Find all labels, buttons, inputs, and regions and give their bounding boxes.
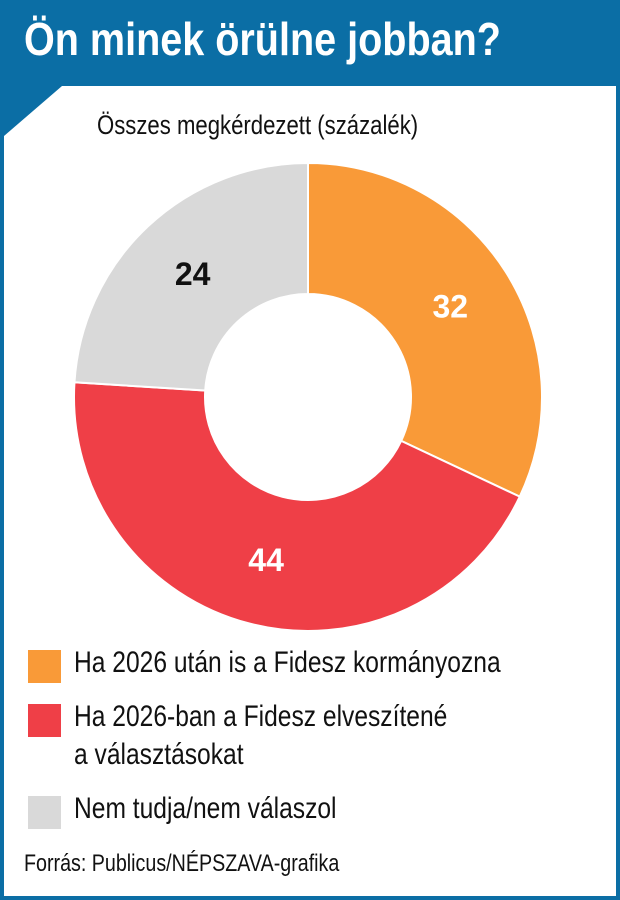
legend-swatch-orange xyxy=(28,650,61,683)
slice-value-label: 32 xyxy=(432,289,468,325)
chart-subtitle: Összes megkérdezett (százalék) xyxy=(97,110,419,140)
slice-value-label: 24 xyxy=(175,256,211,292)
legend-label-line1: Ha 2026-ban a Fidesz elveszítené xyxy=(74,700,448,733)
header-tab xyxy=(4,86,62,136)
legend-label: Ha 2026 után is a Fidesz kormányozna xyxy=(74,646,501,679)
legend-swatch-red xyxy=(28,704,61,737)
legend-label-line2: a választásokat xyxy=(74,738,244,771)
source-note: Forrás: Publicus/NÉPSZAVA-grafika xyxy=(24,850,340,877)
legend-label: Ha 2026-ban a Fidesz elveszítené a válasz… xyxy=(74,698,447,774)
header-band xyxy=(0,0,620,86)
chart-title: Ön minek örülne jobban? xyxy=(24,13,501,65)
legend-swatch-gray xyxy=(28,796,61,829)
legend-label: Nem tudja/nem válaszol xyxy=(74,792,337,825)
donut-slice-1 xyxy=(73,381,522,632)
slice-value-label: 44 xyxy=(248,542,284,578)
donut-slice-0 xyxy=(307,161,543,498)
donut-chart: 32 44 24 xyxy=(73,161,543,632)
donut-slice-2 xyxy=(73,161,309,392)
